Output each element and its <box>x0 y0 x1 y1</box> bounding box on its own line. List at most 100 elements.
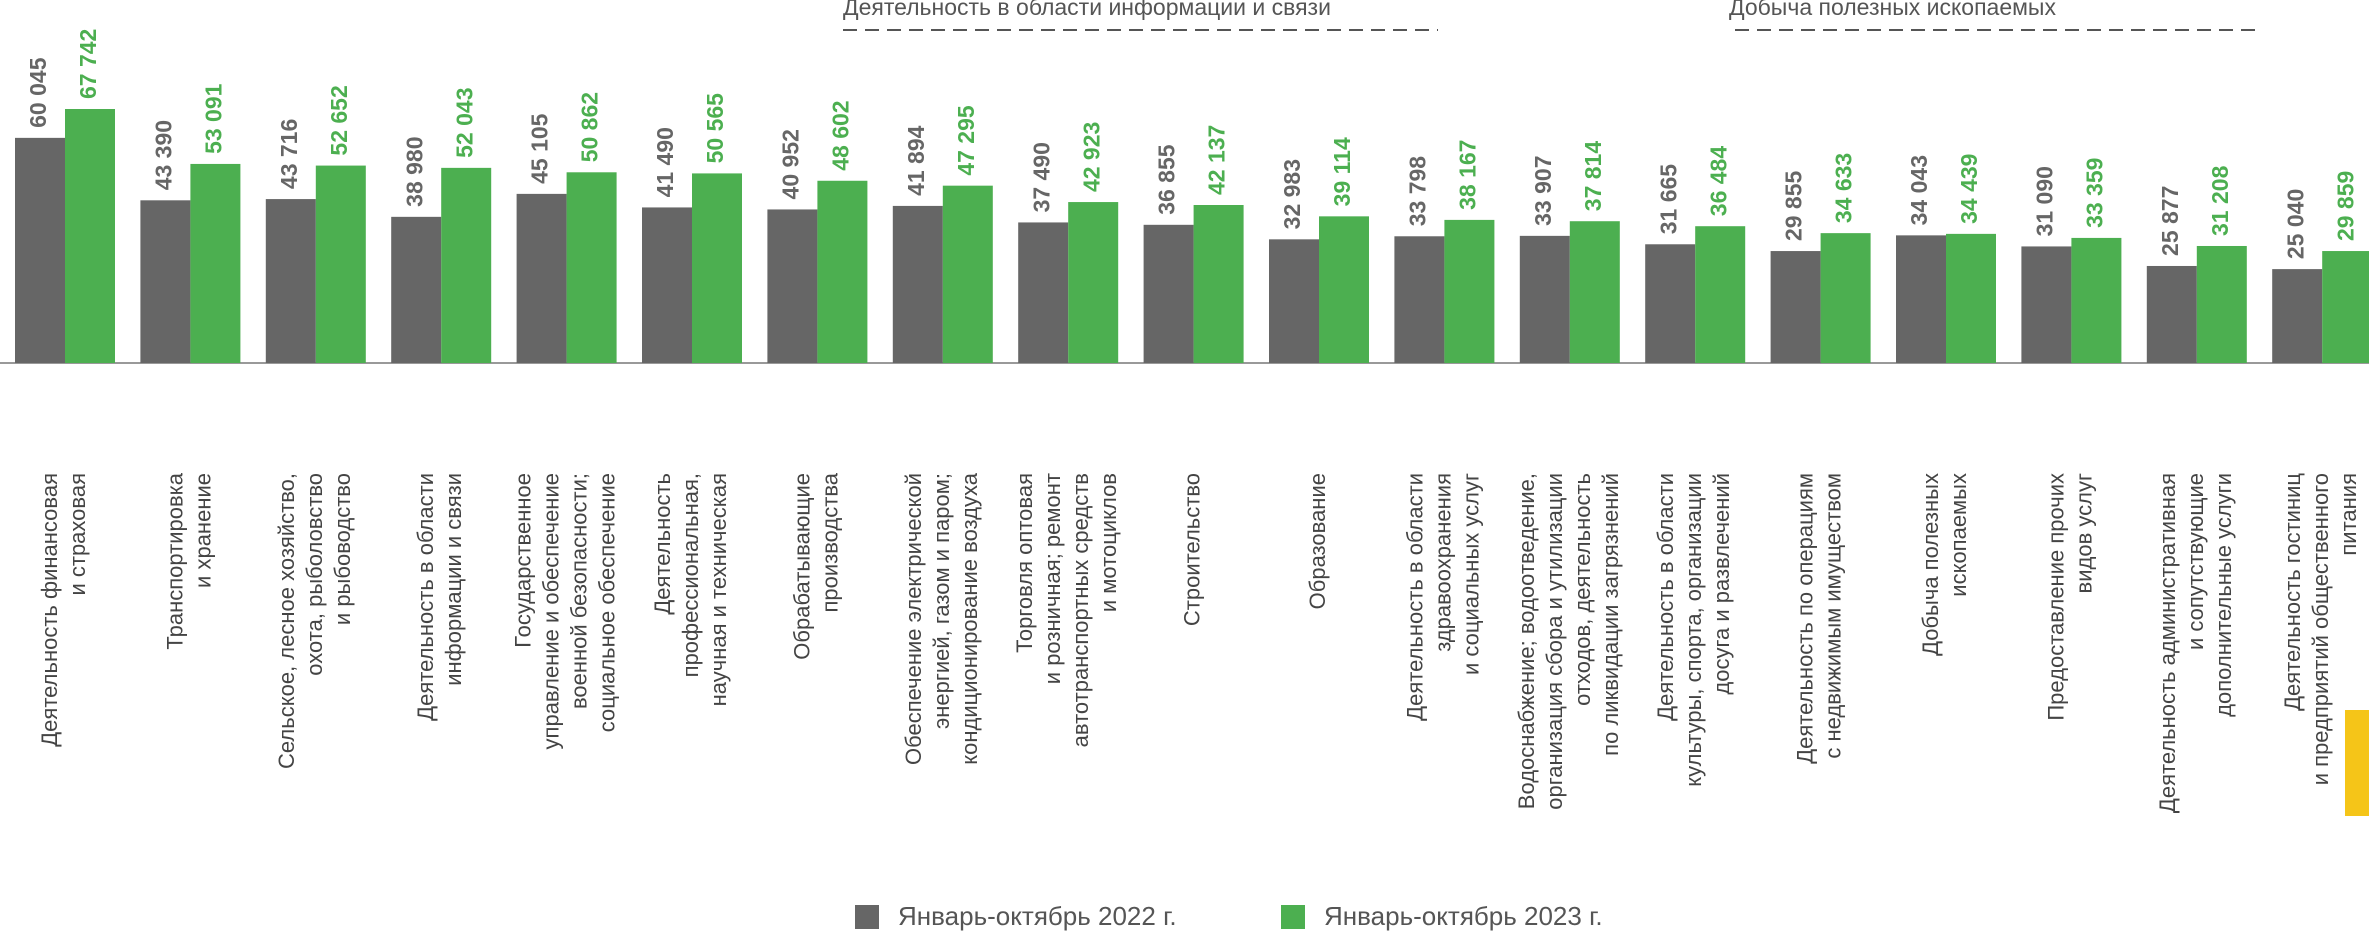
value-label: 50 565 <box>702 93 728 164</box>
value-label: 25 040 <box>2282 189 2308 259</box>
category-label: Государственное управление и обеспечение в… <box>510 473 619 749</box>
value-label: 60 045 <box>25 57 51 128</box>
bar <box>1068 202 1119 363</box>
category-label: Добыча полезных ископаемых <box>1918 473 1971 656</box>
value-label: 38 980 <box>401 136 427 206</box>
category-line: дополнительные услуги <box>2211 473 2236 717</box>
category-label: Водоснабжение; водоотведение, организация… <box>1514 473 1623 810</box>
value-label: 36 484 <box>1705 146 1731 217</box>
category-line: социальное обеспечение <box>594 473 619 732</box>
bar <box>65 109 115 363</box>
category-line: кондиционирование воздуха <box>957 472 982 765</box>
value-label: 52 043 <box>451 88 477 158</box>
category-label: Деятельность в области здравоохранения и с… <box>1402 473 1483 721</box>
value-label: 52 652 <box>326 85 352 155</box>
category-line: Деятельность по операциям <box>1792 473 1817 764</box>
bar <box>265 199 316 363</box>
bar <box>2071 237 2122 363</box>
category-label: Сельское, лесное хозяйство, охота, рыболо… <box>274 473 355 769</box>
value-label: 31 208 <box>2207 165 2233 236</box>
category-line: Государственное <box>510 473 535 648</box>
bar <box>942 185 993 363</box>
category-line: Строительство <box>1179 473 1204 626</box>
legend-label: Январь-октябрь 2022 г. <box>898 901 1177 931</box>
value-label: 41 894 <box>903 125 929 196</box>
category-line: Обеспечение электрической <box>901 473 926 765</box>
category-line: и социальных услуг <box>1458 473 1483 675</box>
value-label: 34 439 <box>1956 154 1982 224</box>
category-line: отходов, деятельность <box>1570 473 1595 706</box>
value-label: 48 602 <box>827 100 853 170</box>
category-line: военной безопасности; <box>566 473 591 709</box>
value-label: 42 923 <box>1078 122 1104 192</box>
category-label: Деятельность по операциям с недвижимым им… <box>1792 473 1845 764</box>
category-line: профессиональная, <box>678 473 703 677</box>
bar <box>2021 246 2072 363</box>
legend-label: Январь-октябрь 2023 г. <box>1324 901 1603 931</box>
legend-swatch <box>855 905 879 929</box>
bar <box>2322 251 2369 363</box>
value-label: 29 855 <box>1781 171 1807 242</box>
category-line: Предоставление прочих <box>2043 473 2068 721</box>
value-label: 33 359 <box>2081 158 2107 228</box>
category-label: Деятельность в области информации и связи <box>413 473 466 721</box>
category-line: производства <box>817 472 842 612</box>
bar <box>441 167 492 363</box>
category-label: Обрабатывающие производства <box>789 472 842 659</box>
value-label: 45 105 <box>527 113 553 184</box>
category-line: Деятельность в области <box>413 473 438 721</box>
category-line: управление и обеспечение <box>538 473 563 749</box>
value-label: 25 877 <box>2157 186 2183 256</box>
category-line: с недвижимым имуществом <box>1820 473 1845 759</box>
value-label: 43 716 <box>276 119 302 189</box>
bar <box>1946 233 1996 363</box>
value-label: 40 952 <box>777 129 803 199</box>
annotation: Деятельность в области информации и связ… <box>843 0 1331 20</box>
bar <box>516 193 567 363</box>
category-line: Водоснабжение; водоотведение, <box>1514 473 1539 809</box>
bar <box>1018 222 1069 363</box>
category-line: Добыча полезных <box>1918 473 1943 656</box>
category-line: автотранспортных средств <box>1068 473 1093 747</box>
category-label: Обеспечение электрической энергией, газом… <box>901 472 982 765</box>
bar <box>190 163 241 363</box>
bar <box>1319 216 1369 363</box>
bar <box>140 200 191 363</box>
bar <box>1645 244 1696 363</box>
bar <box>1269 239 1319 363</box>
category-line: и розничная; ремонт <box>1040 473 1065 684</box>
category-line: Деятельность в области <box>1653 473 1678 721</box>
category-line: научная и техническая <box>706 473 731 706</box>
bar <box>1695 226 1746 363</box>
category-line: Деятельность <box>650 473 675 615</box>
value-label: 36 855 <box>1154 144 1180 215</box>
category-label: Деятельность профессиональная, научная и т… <box>650 473 731 706</box>
category-line: и сопутствующие <box>2183 473 2208 650</box>
value-label: 41 490 <box>652 127 678 197</box>
bar <box>2196 245 2247 363</box>
bar <box>1519 235 1570 363</box>
bar <box>391 216 442 363</box>
category-line: энергией, газом и паром; <box>929 473 954 729</box>
value-label: 53 091 <box>200 83 226 154</box>
category-line: Транспортировка <box>162 472 187 649</box>
category-label: Торговля оптовая и розничная; ремонт автот… <box>1012 473 1121 747</box>
value-label: 50 862 <box>577 92 603 162</box>
category-line: Торговля оптовая <box>1012 473 1037 653</box>
category-line: видов услуг <box>2071 473 2096 593</box>
category-line: питания <box>2336 473 2361 556</box>
bar <box>1143 224 1194 363</box>
value-label: 37 814 <box>1580 141 1606 212</box>
bar <box>1444 219 1495 363</box>
category-label: Транспортировка и хранение <box>162 472 215 649</box>
value-label: 31 090 <box>2031 166 2057 236</box>
category-line: и предприятий общественного <box>2308 473 2333 785</box>
category-line: и мотоциклов <box>1096 473 1121 612</box>
bar <box>1820 233 1871 363</box>
category-line: культуры, спорта, организации <box>1681 473 1706 787</box>
category-label: Деятельность в области культуры, спорта, … <box>1653 473 1734 787</box>
bar <box>1770 251 1821 363</box>
legend-swatch <box>1281 905 1305 929</box>
bar <box>2272 269 2323 363</box>
